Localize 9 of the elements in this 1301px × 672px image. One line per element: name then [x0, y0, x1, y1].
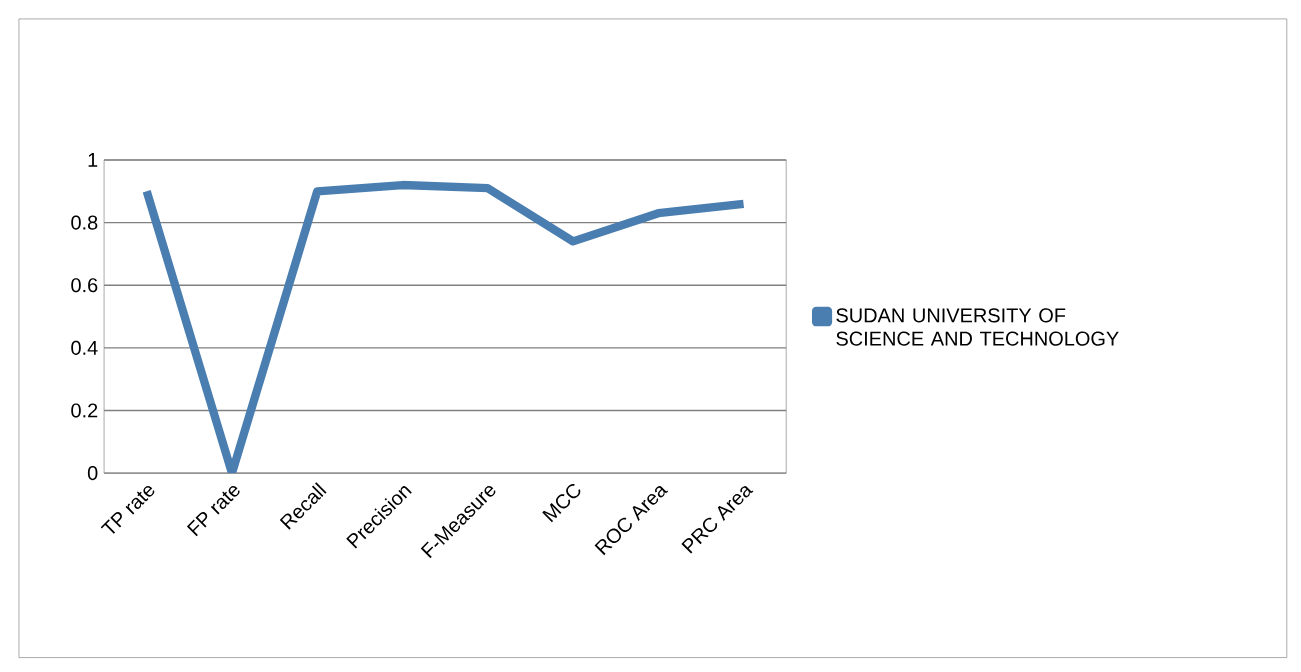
x-tick-label: TP rate: [100, 486, 155, 534]
y-tick-label: 1: [88, 153, 98, 167]
y-tick-label: 0.8: [71, 215, 98, 230]
y-tick-label: 0: [87, 466, 98, 481]
y-tick-label: 0.2: [71, 403, 98, 418]
y-tick-label: 0.6: [71, 278, 98, 293]
x-tick-label: FP rate: [186, 486, 240, 537]
legend-label: SUDAN UNIVERSITY OF SCIENCE AND TECHNOLOGY: [836, 308, 1119, 346]
y-tick-label: 0.4: [71, 340, 98, 355]
